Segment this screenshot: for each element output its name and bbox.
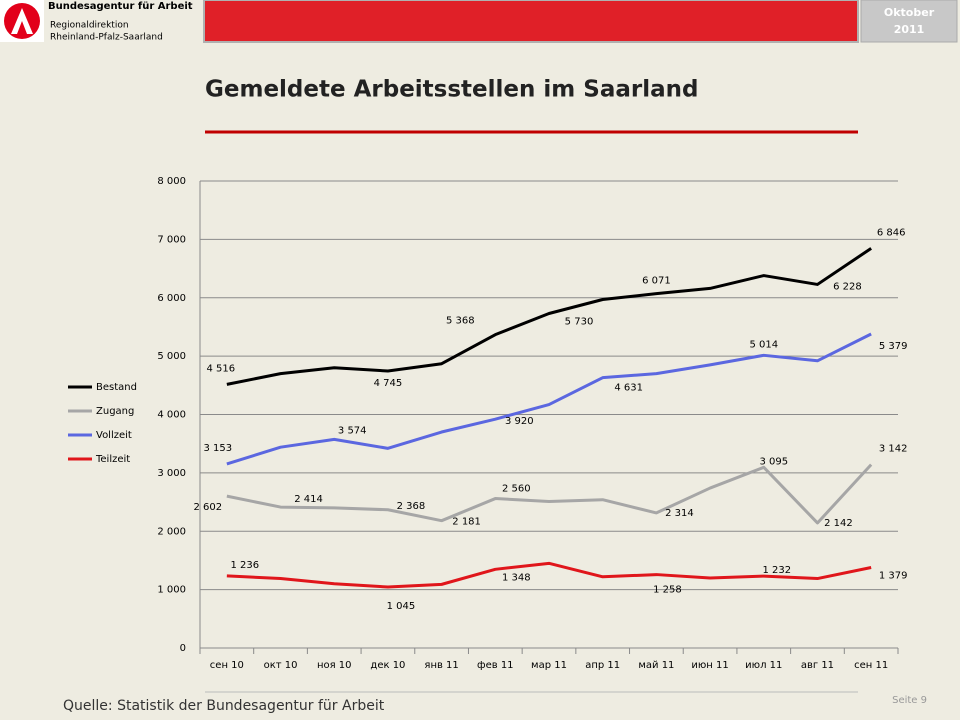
chart-title: Gemeldete Arbeitsstellen im Saarland <box>205 77 698 103</box>
y-tick-label: 3 000 <box>157 468 186 479</box>
data-label: 3 574 <box>338 425 367 436</box>
y-tick-label: 4 000 <box>157 410 186 421</box>
data-label: 3 095 <box>759 456 788 467</box>
data-label: 2 314 <box>665 508 694 519</box>
x-tick-label: июл 11 <box>745 660 782 671</box>
data-label: 1 045 <box>387 601 416 612</box>
data-label: 6 071 <box>642 276 671 287</box>
x-tick-label: мар 11 <box>531 660 567 671</box>
y-tick-label: 0 <box>180 643 186 654</box>
y-tick-label: 1 000 <box>157 585 186 596</box>
data-label: 2 368 <box>397 501 426 512</box>
x-tick-label: авг 11 <box>801 660 834 671</box>
header-bar <box>203 0 859 43</box>
data-label: 2 602 <box>194 502 223 513</box>
division: Regionaldirektion <box>50 21 129 31</box>
line-series <box>226 247 872 386</box>
x-tick-label: июн 11 <box>691 660 728 671</box>
data-label: 1 232 <box>762 565 791 576</box>
x-tick-label: сен 10 <box>210 660 244 671</box>
x-tick-label: сен 11 <box>854 660 888 671</box>
y-tick-label: 8 000 <box>157 176 186 187</box>
y-tick-label: 5 000 <box>157 351 186 362</box>
x-tick-label: ноя 10 <box>317 660 352 671</box>
data-label: 5 379 <box>879 341 908 352</box>
date-month: Oktober <box>884 6 935 19</box>
page-number: Seite 9 <box>892 695 927 706</box>
data-label: 5 368 <box>446 316 475 327</box>
region: Rheinland-Pfalz-Saarland <box>50 33 163 43</box>
data-label: 3 142 <box>879 444 908 455</box>
legend-label: Zugang <box>96 406 134 417</box>
data-label: 1 236 <box>231 560 260 571</box>
logo-mark <box>11 8 33 34</box>
data-label: 2 142 <box>824 518 853 529</box>
data-label: 5 730 <box>565 317 594 328</box>
y-tick-label: 7 000 <box>157 234 186 245</box>
data-label: 6 228 <box>833 281 862 292</box>
x-tick-label: дек 10 <box>370 660 405 671</box>
y-tick-label: 2 000 <box>157 526 186 537</box>
legend-label: Vollzeit <box>96 430 132 441</box>
data-label: 4 516 <box>207 363 236 374</box>
legend-label: Teilzeit <box>95 454 130 465</box>
x-tick-label: окт 10 <box>264 660 298 671</box>
data-label: 2 414 <box>294 494 323 505</box>
data-label: 2 560 <box>502 484 531 495</box>
data-label: 1 348 <box>502 572 531 583</box>
x-tick-label: май 11 <box>638 660 674 671</box>
line-series <box>226 332 872 466</box>
data-label: 4 745 <box>374 378 403 389</box>
data-label: 4 631 <box>614 383 643 394</box>
x-tick-label: фев 11 <box>477 660 514 671</box>
line-series <box>226 561 872 589</box>
data-label: 3 153 <box>204 443 233 454</box>
data-label: 1 258 <box>653 585 682 596</box>
y-tick-label: 6 000 <box>157 293 186 304</box>
line-series <box>226 463 873 525</box>
x-tick-label: янв 11 <box>424 660 458 671</box>
chart: 0 1 000 2 000 3 000 4 000 5 000 6 000 7 000 8 00… <box>68 176 907 671</box>
legend-label: Bestand <box>96 382 137 393</box>
data-label: 2 181 <box>452 517 481 528</box>
data-label: 1 379 <box>879 571 908 582</box>
data-label: 3 920 <box>505 416 534 427</box>
date-badge <box>860 0 958 43</box>
data-label: 6 846 <box>877 227 906 238</box>
x-tick-label: апр 11 <box>585 660 620 671</box>
source: Quelle: Statistik der Bundesagentur für … <box>63 698 385 714</box>
data-label: 5 014 <box>749 339 778 350</box>
org-name: Bundesagentur für Arbeit <box>48 1 193 12</box>
date-year: 2011 <box>894 23 925 36</box>
